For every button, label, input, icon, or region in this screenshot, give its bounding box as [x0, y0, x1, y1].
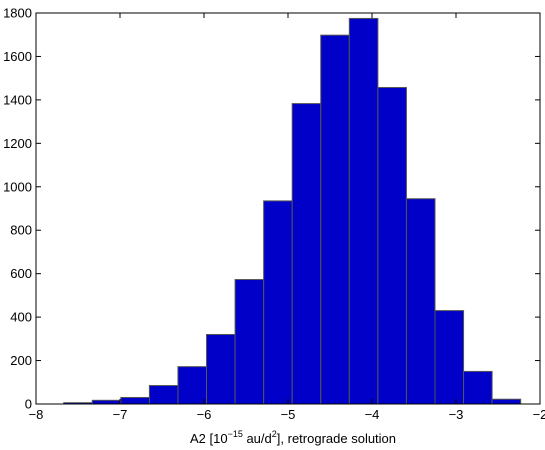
y-tick-label: 200: [10, 353, 32, 368]
histogram-bar: [320, 34, 350, 405]
y-axis-ticks: 0 200 400 600 800 1000 1200 1400 1600 1800: [3, 6, 540, 412]
histogram-bar: [405, 198, 436, 405]
y-tick-label: 0: [25, 397, 32, 412]
x-axis-label-middle: au/d: [243, 431, 272, 446]
histogram-bar: [148, 385, 179, 405]
y-tick-label: 400: [10, 310, 32, 325]
histogram-bar: [491, 398, 522, 405]
y-tick-label: 800: [10, 223, 32, 238]
x-axis-ticks: −8 −7 −6 −5 −4 −3 −2: [29, 13, 545, 422]
x-tick-label: −3: [449, 407, 464, 422]
histogram-bar: [234, 279, 265, 405]
histogram-bar: [120, 396, 150, 405]
y-tick-label: 600: [10, 266, 32, 281]
x-tick-label: −8: [29, 407, 44, 422]
histogram-bar: [434, 310, 465, 405]
y-tick-label: 1400: [3, 92, 32, 107]
y-tick-label: 1600: [3, 49, 32, 64]
x-axis-label-exponent2: 2: [272, 429, 277, 439]
histogram-bar: [377, 87, 407, 405]
x-tick-label: −7: [113, 407, 128, 422]
y-tick-label: 1800: [3, 6, 32, 21]
x-axis-label-suffix: ], retrograde solution: [277, 431, 396, 446]
x-tick-label: −5: [281, 407, 296, 422]
x-tick-label: −4: [365, 407, 380, 422]
x-axis-label-prefix: A2 [10: [190, 431, 228, 446]
histogram-bar: [263, 200, 293, 405]
y-tick-label: 1200: [3, 136, 32, 151]
x-tick-label: −6: [197, 407, 212, 422]
histogram-bar: [177, 366, 208, 405]
histogram-bar: [348, 17, 379, 405]
histogram-bars: [63, 17, 522, 405]
histogram-bar: [463, 370, 493, 405]
histogram-bar: [91, 399, 122, 405]
x-axis-label: A2 [10−15 au/d2], retrograde solution: [190, 429, 396, 446]
histogram-bar: [291, 103, 322, 405]
x-axis-label-exponent: −15: [228, 429, 243, 439]
y-tick-label: 1000: [3, 179, 32, 194]
histogram-bar: [206, 333, 236, 405]
x-tick-label: −2: [533, 407, 545, 422]
